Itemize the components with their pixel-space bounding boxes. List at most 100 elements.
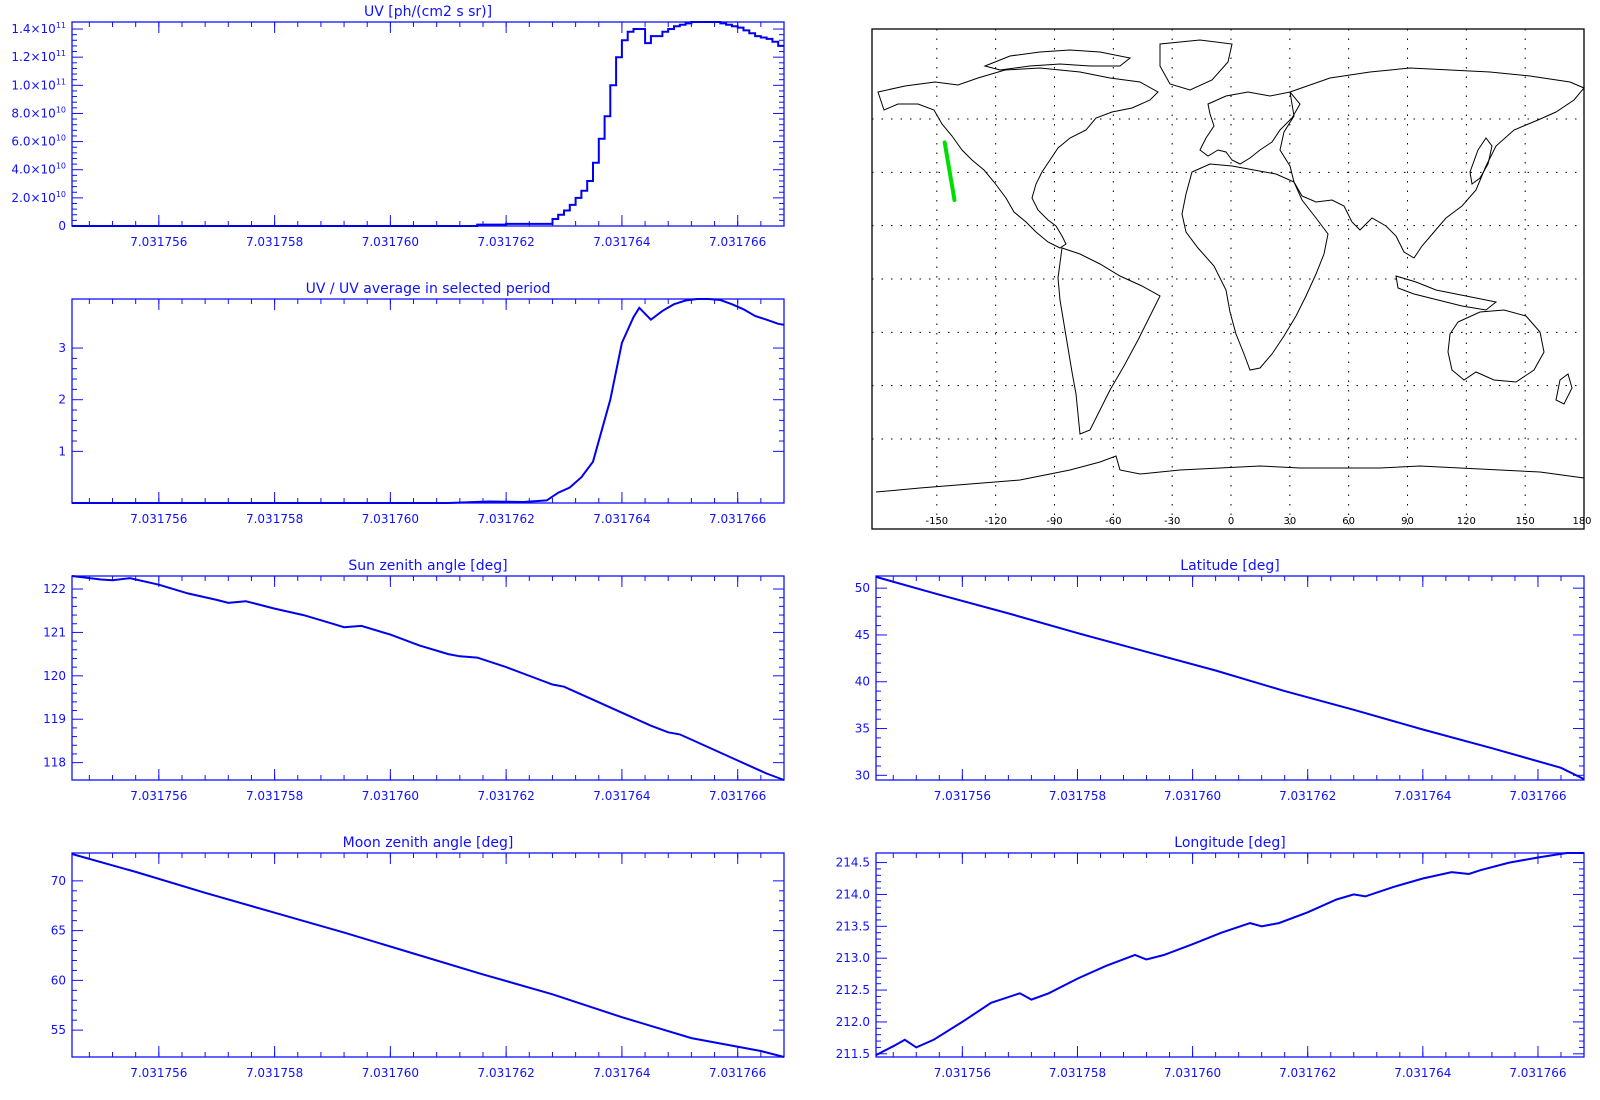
y-tick-exponent: 11 [56, 77, 66, 86]
x-tick-label: 7.031762 [1279, 1066, 1336, 1080]
x-tick-label: 7.031766 [709, 789, 766, 803]
map-x-tick-label: -120 [984, 516, 1007, 527]
series-line [71, 853, 785, 1058]
y-tick-label: 35 [855, 722, 870, 736]
x-tick-label: 7.031764 [1394, 789, 1451, 803]
south-america-outline [1057, 247, 1161, 435]
series-line [71, 575, 785, 781]
y-tick-label: 1.0×1011 [11, 77, 66, 92]
chart-title: Moon zenith angle [deg] [343, 835, 514, 851]
y-tick-label: 1.2×1011 [11, 49, 66, 64]
x-tick-label: 7.031758 [1049, 789, 1106, 803]
chart-title: Latitude [deg] [1180, 558, 1279, 574]
plot-frame [875, 575, 1585, 781]
x-tick-label: 7.031766 [709, 235, 766, 249]
series-line [875, 852, 1584, 1056]
y-tick-exponent: 10 [56, 190, 66, 199]
y-tick-mantissa: 1.4×10 [11, 22, 55, 36]
chart-title: UV / UV average in selected period [306, 281, 551, 297]
x-tick-label: 7.031758 [246, 512, 303, 526]
series-line [875, 575, 1585, 780]
plot-frame [71, 298, 785, 504]
y-tick-mantissa: 1.0×10 [11, 78, 55, 92]
y-tick-mantissa: 1.2×10 [11, 50, 55, 64]
map-x-tick-label: -90 [1046, 516, 1062, 527]
x-tick-label: 7.031762 [478, 235, 535, 249]
map-x-tick-label: 150 [1516, 516, 1535, 527]
y-tick-label: 119 [43, 712, 66, 726]
x-tick-label: 7.031760 [362, 235, 419, 249]
y-tick-label: 213.0 [836, 951, 870, 965]
y-tick-label: 65 [51, 924, 66, 938]
y-tick-mantissa: 6.0×10 [11, 135, 55, 149]
longitude-chart: Longitude [deg] 7.031756 7.031758 7.031760 7… [836, 835, 1585, 1080]
asia-outline [1279, 67, 1585, 259]
x-tick-label: 7.031758 [246, 789, 303, 803]
japan-outline [1469, 137, 1493, 185]
x-tick-label: 7.031764 [1394, 1066, 1451, 1080]
y-tick-mantissa: 8.0×10 [11, 106, 55, 120]
arctic-islands-outline [983, 49, 1132, 71]
chart-title: Sun zenith angle [deg] [348, 558, 507, 574]
y-tick-mantissa: 4.0×10 [11, 163, 55, 177]
y-tick-label: 1 [58, 444, 66, 458]
y-tick-label: 213.5 [836, 919, 870, 933]
x-tick-label: 7.031762 [478, 1066, 535, 1080]
y-tick-exponent: 10 [56, 162, 66, 171]
x-tick-label: 7.031760 [362, 789, 419, 803]
x-tick-label: 7.031764 [593, 512, 650, 526]
y-tick-label: 121 [43, 625, 66, 639]
uv-chart: UV [ph/(cm2 s sr)] 7.031756 7.031758 7.0317… [11, 4, 785, 249]
africa-outline [1181, 163, 1329, 371]
y-tick-label: 3 [58, 341, 66, 355]
y-tick-label: 211.5 [836, 1047, 870, 1061]
plot-frame [71, 575, 785, 781]
x-tick-label: 7.031758 [246, 1066, 303, 1080]
x-tick-label: 7.031756 [130, 1066, 187, 1080]
uv-ratio-chart: UV / UV average in selected period 7.0317… [58, 281, 785, 526]
greenland-outline [1159, 39, 1233, 91]
y-tick-label: 50 [855, 581, 870, 595]
y-tick-label: 45 [855, 628, 870, 642]
australia-outline [1447, 309, 1545, 383]
x-tick-label: 7.031756 [130, 235, 187, 249]
y-tick-label: 0 [58, 219, 66, 233]
x-tick-label: 7.031760 [362, 1066, 419, 1080]
x-tick-label: 7.031756 [934, 1066, 991, 1080]
x-tick-label: 7.031766 [709, 512, 766, 526]
europe-outline [1199, 91, 1301, 165]
y-tick-label: 212.0 [836, 1015, 870, 1029]
x-tick-label: 7.031762 [1279, 789, 1336, 803]
x-tick-label: 7.031760 [1164, 789, 1221, 803]
map-longitude-ticks: -150 -120 -90 -60 -30 0 30 60 90 120 150 180 [925, 516, 1591, 527]
x-tick-label: 7.031760 [362, 512, 419, 526]
north-america-outline [877, 67, 1159, 249]
y-tick-label: 120 [43, 669, 66, 683]
x-tick-label: 7.031764 [593, 789, 650, 803]
x-tick-label: 7.031760 [1164, 1066, 1221, 1080]
x-tick-label: 7.031766 [709, 1066, 766, 1080]
y-tick-exponent: 10 [56, 105, 66, 114]
x-tick-label: 7.031756 [130, 789, 187, 803]
plot-frame [71, 21, 785, 227]
world-map-panel: -150 -120 -90 -60 -30 0 30 60 90 120 150 180 [871, 28, 1592, 530]
map-x-tick-label: 90 [1401, 516, 1414, 527]
x-tick-label: 7.031756 [130, 512, 187, 526]
chart-title: Longitude [deg] [1174, 835, 1285, 851]
map-x-tick-label: 180 [1572, 516, 1591, 527]
y-tick-label: 214.0 [836, 887, 870, 901]
y-tick-label: 55 [51, 1023, 66, 1037]
x-tick-label: 7.031758 [1049, 1066, 1106, 1080]
y-tick-exponent: 11 [56, 21, 66, 30]
y-tick-label: 70 [51, 874, 66, 888]
map-x-tick-label: 60 [1342, 516, 1355, 527]
y-tick-label: 8.0×1010 [11, 105, 66, 120]
plot-frame [875, 852, 1585, 1058]
y-tick-label: 6.0×1010 [11, 134, 66, 149]
y-tick-exponent: 11 [56, 49, 66, 58]
sun-zenith-chart: Sun zenith angle [deg] 7.031756 7.031758 7.… [43, 558, 785, 803]
y-tick-label: 4.0×1010 [11, 162, 66, 177]
x-tick-label: 7.031762 [478, 789, 535, 803]
indonesia-outline [1395, 275, 1498, 311]
x-tick-label: 7.031766 [1509, 789, 1566, 803]
